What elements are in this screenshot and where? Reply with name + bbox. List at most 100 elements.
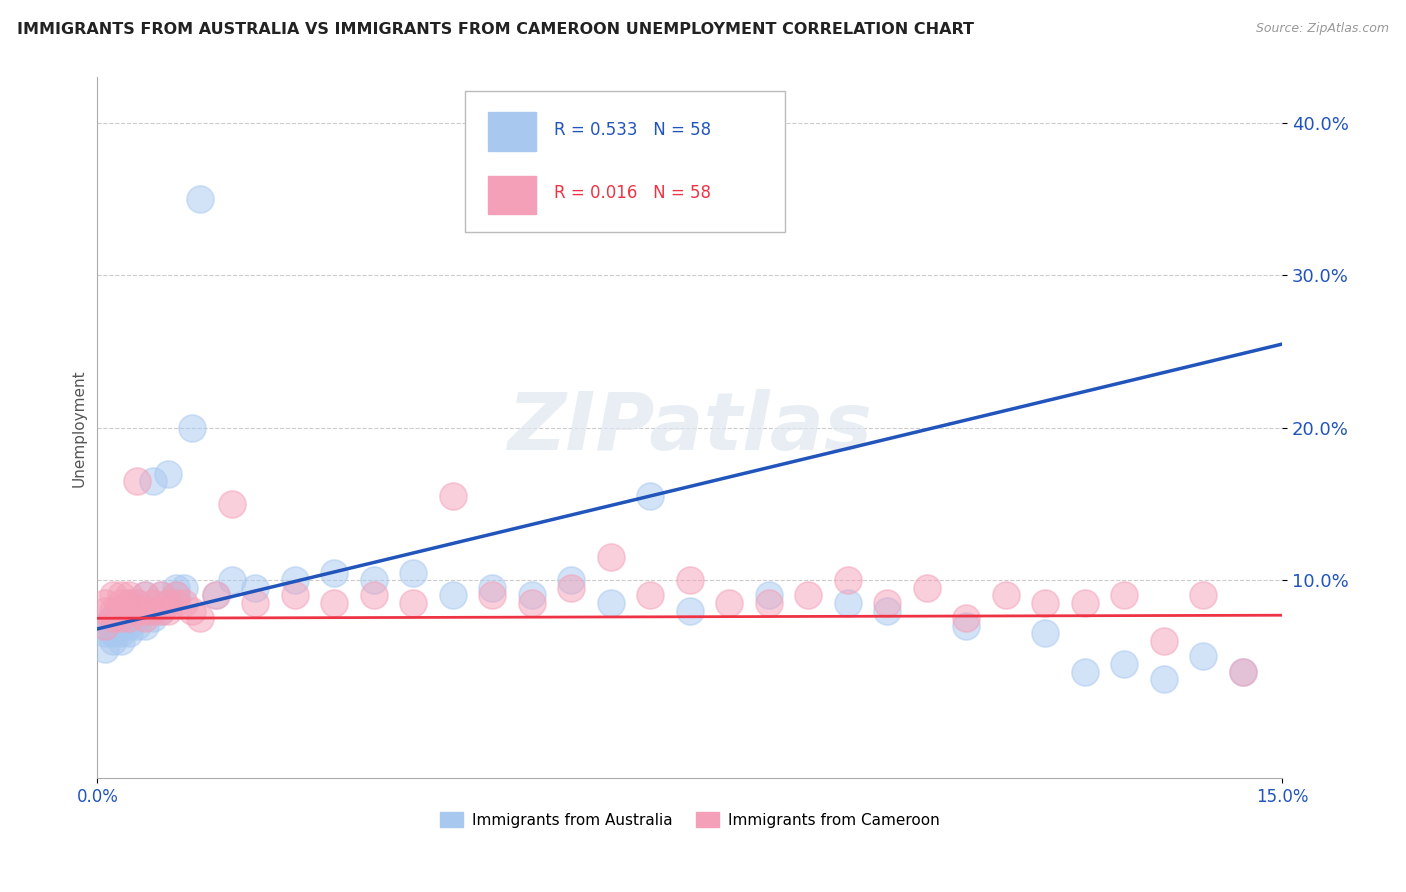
Point xyxy=(157,596,180,610)
Point xyxy=(149,604,172,618)
Point xyxy=(157,596,180,610)
Point xyxy=(165,581,187,595)
Point xyxy=(101,611,124,625)
Point xyxy=(110,626,132,640)
Point xyxy=(118,596,141,610)
Point xyxy=(520,589,543,603)
Point xyxy=(481,589,503,603)
Point xyxy=(1192,649,1215,664)
Point xyxy=(1232,665,1254,679)
Point xyxy=(118,626,141,640)
Point xyxy=(560,573,582,587)
Point xyxy=(679,573,702,587)
Point xyxy=(110,589,132,603)
Point xyxy=(1033,596,1056,610)
Point xyxy=(876,604,898,618)
Point xyxy=(1114,589,1136,603)
Point xyxy=(118,596,141,610)
Point xyxy=(94,619,117,633)
Point xyxy=(110,604,132,618)
Point xyxy=(994,589,1017,603)
Point xyxy=(758,589,780,603)
Point xyxy=(955,611,977,625)
Point xyxy=(363,589,385,603)
Point xyxy=(1074,665,1097,679)
Text: ZIPatlas: ZIPatlas xyxy=(508,389,872,467)
Point xyxy=(157,467,180,481)
Point xyxy=(441,589,464,603)
Point xyxy=(94,626,117,640)
Text: R = 0.016   N = 58: R = 0.016 N = 58 xyxy=(554,184,710,202)
Point xyxy=(118,611,141,625)
Point xyxy=(149,589,172,603)
Point xyxy=(134,604,156,618)
Point xyxy=(134,611,156,625)
Point xyxy=(110,611,132,625)
Point xyxy=(165,589,187,603)
Point xyxy=(142,611,165,625)
Point xyxy=(245,596,267,610)
Point xyxy=(1153,634,1175,648)
Point xyxy=(118,619,141,633)
Point xyxy=(134,589,156,603)
Point xyxy=(876,596,898,610)
Point xyxy=(797,589,820,603)
Point xyxy=(157,604,180,618)
Point xyxy=(1033,626,1056,640)
Point xyxy=(165,589,187,603)
Point xyxy=(101,589,124,603)
Point xyxy=(110,604,132,618)
Point xyxy=(284,573,307,587)
Point xyxy=(94,596,117,610)
Point xyxy=(221,573,243,587)
Point xyxy=(758,596,780,610)
Point xyxy=(205,589,228,603)
Point xyxy=(94,604,117,618)
Point xyxy=(125,474,148,488)
Point xyxy=(110,611,132,625)
Point xyxy=(134,619,156,633)
Point xyxy=(125,596,148,610)
Point xyxy=(101,634,124,648)
Point xyxy=(323,596,346,610)
Point xyxy=(101,626,124,640)
Text: R = 0.533   N = 58: R = 0.533 N = 58 xyxy=(554,121,710,139)
Point xyxy=(149,604,172,618)
Point xyxy=(110,634,132,648)
Point xyxy=(481,581,503,595)
Point xyxy=(125,619,148,633)
Point xyxy=(1114,657,1136,671)
Point xyxy=(1153,672,1175,686)
Point xyxy=(149,589,172,603)
Point xyxy=(173,596,195,610)
FancyBboxPatch shape xyxy=(488,176,536,214)
Point xyxy=(955,619,977,633)
Text: Source: ZipAtlas.com: Source: ZipAtlas.com xyxy=(1256,22,1389,36)
Point xyxy=(1192,589,1215,603)
Point xyxy=(402,566,425,580)
Point xyxy=(118,611,141,625)
FancyBboxPatch shape xyxy=(488,112,536,151)
Point xyxy=(1232,665,1254,679)
Point xyxy=(134,589,156,603)
Point xyxy=(363,573,385,587)
Point xyxy=(125,604,148,618)
Point xyxy=(101,604,124,618)
Point xyxy=(101,619,124,633)
Point xyxy=(640,589,662,603)
Point xyxy=(1074,596,1097,610)
Point xyxy=(837,573,859,587)
Point xyxy=(110,619,132,633)
Point xyxy=(173,581,195,595)
Point xyxy=(837,596,859,610)
Point xyxy=(142,474,165,488)
Legend: Immigrants from Australia, Immigrants from Cameroon: Immigrants from Australia, Immigrants fr… xyxy=(434,805,946,834)
Point xyxy=(323,566,346,580)
Point xyxy=(640,489,662,503)
Point xyxy=(441,489,464,503)
Point xyxy=(284,589,307,603)
Point xyxy=(402,596,425,610)
Point xyxy=(245,581,267,595)
Point xyxy=(915,581,938,595)
Point xyxy=(165,596,187,610)
